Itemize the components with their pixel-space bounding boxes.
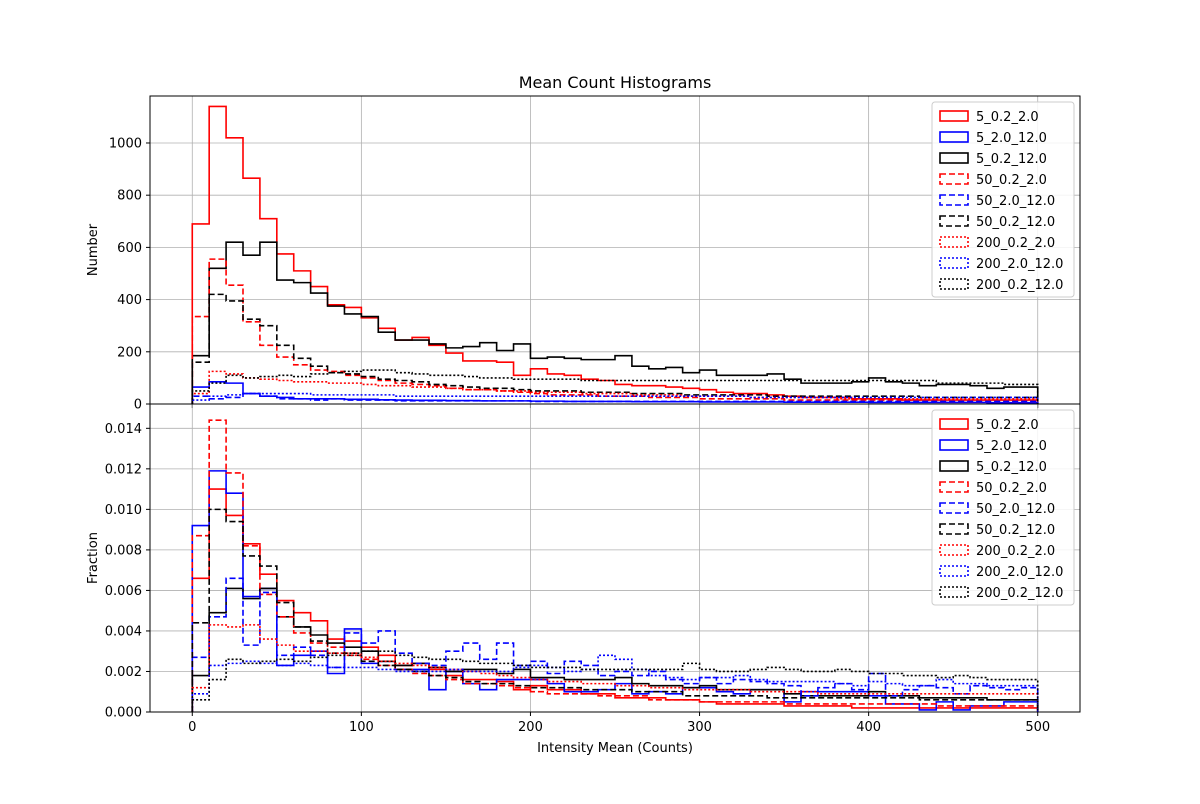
legend-swatch bbox=[939, 439, 969, 451]
y-tick-label: 0.010 bbox=[105, 503, 142, 518]
legend-swatch bbox=[939, 173, 969, 185]
legend-swatch bbox=[939, 110, 969, 122]
legend-swatch bbox=[939, 418, 969, 430]
series-50_2.0_12.0 bbox=[191, 392, 1039, 404]
legend-swatch bbox=[939, 278, 969, 290]
y-tick-label: 0.004 bbox=[105, 624, 142, 639]
y-tick-label: 0.014 bbox=[105, 422, 142, 437]
legend-swatch bbox=[939, 131, 969, 143]
y-tick-label: 1000 bbox=[109, 136, 142, 151]
panel-1: 0 200 400 600 800 1000 Mean Count Histograms Nu… bbox=[86, 73, 1081, 413]
series-50_0.2_2.0 bbox=[191, 419, 1039, 712]
y-tick-label: 0 bbox=[134, 398, 142, 413]
y-tick-label: 0.006 bbox=[105, 584, 142, 599]
series-200_2.0_12.0 bbox=[191, 392, 1039, 404]
legend-label: 5_2.0_12.0 bbox=[976, 131, 1047, 146]
series-50_2.0_12.0 bbox=[191, 577, 1039, 712]
y-tick-label: 0.002 bbox=[105, 665, 142, 680]
legend-label: 50_0.2_12.0 bbox=[976, 523, 1055, 538]
series-5_0.2_12.0 bbox=[191, 241, 1039, 404]
legend-swatch bbox=[939, 502, 969, 514]
x-tick-label: 300 bbox=[687, 720, 712, 735]
legend-label: 5_0.2_12.0 bbox=[976, 152, 1047, 167]
legend-label: 200_0.2_2.0 bbox=[976, 236, 1055, 251]
legend-label: 200_2.0_12.0 bbox=[976, 257, 1063, 272]
legend-label: 50_2.0_12.0 bbox=[976, 194, 1055, 209]
y-tick-label: 800 bbox=[117, 189, 142, 204]
x-tick-label: 0 bbox=[188, 720, 196, 735]
legend-label: 200_0.2_12.0 bbox=[976, 586, 1063, 601]
series-group bbox=[191, 419, 1039, 712]
legend-swatch bbox=[939, 460, 969, 472]
series-200_0.2_12.0 bbox=[191, 650, 1039, 712]
x-tick-label: 200 bbox=[518, 720, 543, 735]
legend-label: 50_0.2_2.0 bbox=[976, 173, 1047, 188]
legend-label: 50_0.2_12.0 bbox=[976, 215, 1055, 230]
legend-swatch bbox=[939, 257, 969, 269]
legend-label: 200_2.0_12.0 bbox=[976, 565, 1063, 580]
x-tick-label: 500 bbox=[1025, 720, 1050, 735]
y-axis-label: Fraction bbox=[86, 532, 101, 584]
series-200_0.2_2.0 bbox=[191, 624, 1039, 712]
legend-label: 200_0.2_2.0 bbox=[976, 544, 1055, 559]
legend-label: 5_0.2_2.0 bbox=[976, 418, 1039, 433]
legend-swatch bbox=[939, 544, 969, 556]
x-tick-label: 100 bbox=[349, 720, 374, 735]
legend-swatch bbox=[939, 236, 969, 248]
y-tick-label: 200 bbox=[117, 345, 142, 360]
legend-box bbox=[931, 101, 1075, 298]
series-5_0.2_2.0 bbox=[191, 488, 1039, 712]
legend: 5_0.2_2.0 5_2.0_12.0 5_0.2_12.0 50_0.2_2.0 5… bbox=[931, 409, 1075, 606]
axes-frame bbox=[149, 403, 1081, 713]
series-200_0.2_12.0 bbox=[191, 369, 1039, 404]
legend-swatch bbox=[939, 194, 969, 206]
series-group bbox=[191, 105, 1039, 404]
y-axis-label: Number bbox=[86, 223, 101, 276]
y-tick-label: 600 bbox=[117, 241, 142, 256]
y-tick-label: 0.008 bbox=[105, 543, 142, 558]
legend-label: 50_0.2_2.0 bbox=[976, 481, 1047, 496]
legend-swatch bbox=[939, 523, 969, 535]
series-50_0.2_2.0 bbox=[191, 258, 1039, 404]
legend-swatch bbox=[939, 481, 969, 493]
x-tick-label: 400 bbox=[856, 720, 881, 735]
series-50_0.2_12.0 bbox=[191, 293, 1039, 404]
legend-label: 5_2.0_12.0 bbox=[976, 439, 1047, 454]
legend-box bbox=[931, 409, 1075, 606]
legend-label: 50_2.0_12.0 bbox=[976, 502, 1055, 517]
legend: 5_0.2_2.0 5_2.0_12.0 5_0.2_12.0 50_0.2_2.0 5… bbox=[931, 101, 1075, 298]
series-50_0.2_12.0 bbox=[191, 508, 1039, 712]
legend-label: 5_0.2_12.0 bbox=[976, 460, 1047, 475]
x-axis-label: Intensity Mean (Counts) bbox=[537, 741, 693, 756]
panel-2: 0.000 0.002 0.004 0.006 0.008 0.010 0.012 0.014… bbox=[86, 403, 1081, 756]
legend-swatch bbox=[939, 152, 969, 164]
y-tick-label: 0.000 bbox=[105, 706, 142, 721]
series-200_2.0_12.0 bbox=[191, 654, 1039, 712]
series-200_0.2_2.0 bbox=[191, 370, 1039, 404]
series-5_0.2_12.0 bbox=[191, 587, 1039, 712]
legend-swatch bbox=[939, 215, 969, 227]
legend-label: 200_0.2_12.0 bbox=[976, 278, 1063, 293]
legend-label: 5_0.2_2.0 bbox=[976, 110, 1039, 125]
legend-swatch bbox=[939, 565, 969, 577]
y-tick-label: 400 bbox=[117, 293, 142, 308]
y-tick-label: 0.012 bbox=[105, 462, 142, 477]
legend-swatch bbox=[939, 586, 969, 598]
chart-title: Mean Count Histograms bbox=[519, 73, 712, 92]
